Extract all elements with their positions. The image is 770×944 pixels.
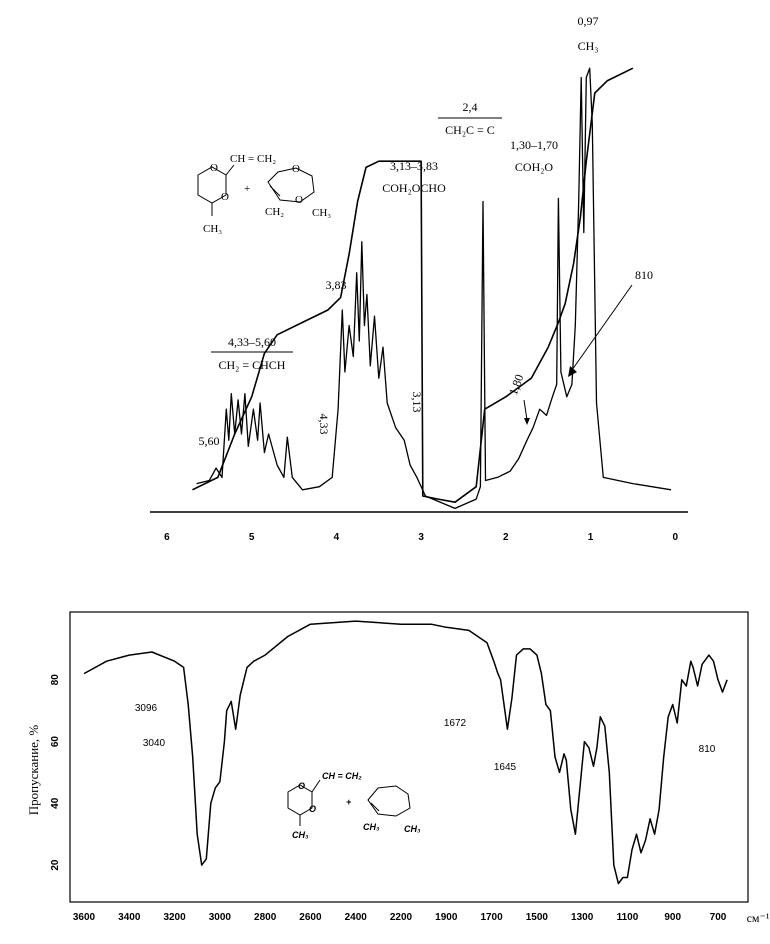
ir-structure-vinyl: CH = CH₂: [322, 771, 362, 781]
nmr-label-180-arrow: [523, 399, 528, 421]
nmr-label-180-arrowhead: [524, 418, 530, 425]
nmr-tick-labels: 6 5 4 3 2 1 0: [164, 532, 678, 543]
ir-curves: [83, 620, 728, 885]
nmr-x-tick-label: 5: [249, 532, 255, 543]
ir-x-tick-label: 1900: [435, 912, 458, 923]
nmr-x-tick-label: 4: [334, 532, 340, 543]
ring-oxygen-bottom: O: [221, 191, 229, 203]
ir-x-unit: см⁻¹: [747, 911, 770, 925]
structure-plus: +: [244, 183, 250, 195]
ir-x-tick-label: 2800: [254, 912, 277, 923]
ir-structure-formula: O O CH = CH₂ CH₃ + CH₃ CH₃: [287, 771, 421, 840]
dioxepine-oxygen-top: O: [292, 163, 300, 175]
ir-spectrum-panel: 3600 3400 3200 3000 2800 2600 2400 2200 1900 1700…: [26, 611, 770, 925]
nmr-curves: [192, 67, 672, 510]
ir-x-tick-label: 900: [664, 912, 681, 923]
nmr-x-tick-label: 6: [164, 532, 170, 543]
ir-dioxepine-double-bond: [370, 802, 380, 812]
nmr-label-313-383-group: COH₂OCHO: [382, 181, 446, 195]
nmr-x-tick-label: 3: [418, 532, 424, 543]
nmr-label-313: 3,13: [410, 392, 424, 413]
nmr-x-tick-label: 1: [588, 532, 594, 543]
nmr-label-130-170-group: COH₂O: [515, 160, 554, 174]
structure-right-ch3: CH₃: [312, 207, 331, 219]
structure-ring-methyl: CH₃: [203, 223, 222, 235]
nmr-label-383: 3,83: [326, 278, 347, 292]
ir-x-tick-label: 1300: [571, 912, 594, 923]
nmr-label-130-170: 1,30–1,70: [510, 138, 558, 152]
ir-y-tick-label: 20: [50, 859, 61, 871]
nmr-label-433-560-group: CH₂ = CHCH: [219, 358, 286, 372]
ir-x-tick-label: 2200: [390, 912, 413, 923]
ir-x-tick-label: 1700: [480, 912, 503, 923]
ir-x-tick-label: 2600: [299, 912, 322, 923]
ir-label-1645: 1645: [494, 762, 517, 773]
dioxane-ring: [197, 166, 227, 204]
nmr-label-24-group: CH₂C = C: [445, 123, 495, 137]
nmr-label-180: 1,80: [506, 372, 526, 397]
ir-structure-left-ch3: CH₃: [363, 822, 380, 832]
nmr-label-24: 2,4: [463, 100, 478, 114]
dioxepine-oxygen-bottom: O: [295, 194, 303, 206]
ir-label-1672: 1672: [444, 718, 467, 729]
ir-structure-right-ch3: CH₃: [404, 824, 421, 834]
ir-plot-frame: [69, 611, 749, 903]
ir-ring-oxygen-bottom: O: [309, 804, 316, 814]
dioxepine-double-bond: [269, 185, 281, 197]
structure-left-ch2: CH₂: [265, 206, 284, 218]
structure-vinyl: CH = CH₂: [230, 153, 276, 165]
nmr-x-tick-label: 2: [503, 532, 509, 543]
ir-y-tick-label: 60: [50, 736, 61, 748]
nmr-label-433: 4,33: [317, 414, 331, 435]
ir-x-tick-label: 3600: [73, 912, 96, 923]
nmr-structure-formula: O O CH = CH₂ CH₃ + O O CH₂ CH₃: [197, 153, 331, 235]
ir-x-tick-label: 1500: [526, 912, 549, 923]
ir-y-tick-label: 80: [50, 674, 61, 686]
ir-x-tick-label: 1100: [617, 912, 639, 923]
nmr-label-810-arrowhead: [568, 366, 577, 377]
nmr-label-097-group: CH₃: [578, 39, 599, 53]
ir-structure-plus: +: [346, 797, 352, 807]
ir-ring-oxygen-top: O: [298, 781, 305, 791]
nmr-spectrum-line: [196, 67, 672, 510]
ir-y-tick-labels: 80 60 40 20: [50, 674, 61, 871]
ir-x-tick-label: 2400: [345, 912, 368, 923]
nmr-label-560: 5,60: [199, 434, 220, 448]
ir-dioxane-ring: [287, 784, 313, 816]
dioxepine-ring: [267, 167, 315, 203]
ir-label-810: 810: [699, 744, 716, 755]
ir-y-axis-label: Пропускание, %: [26, 725, 41, 816]
nmr-label-097: 0,97: [578, 14, 599, 28]
ir-label-3040: 3040: [143, 738, 166, 749]
ring-oxygen-top: O: [210, 162, 218, 174]
ir-vinyl-bond: [311, 779, 321, 793]
ir-x-tick-label: 3000: [209, 912, 232, 923]
ir-x-tick-labels: 3600 3400 3200 3000 2800 2600 2400 2200 1900 1700…: [73, 912, 727, 923]
ir-x-tick-label: 3200: [163, 912, 186, 923]
ir-spectrum-line: [83, 620, 728, 885]
ir-structure-ring-methyl: CH₃: [292, 830, 309, 840]
nmr-label-810: 810: [635, 268, 653, 282]
ir-x-tick-label: 3400: [118, 912, 141, 923]
ir-dioxepine-ring: [367, 785, 411, 817]
ir-label-3096: 3096: [135, 703, 158, 714]
nmr-integral-line: [192, 67, 634, 503]
ir-x-tick-label: 700: [710, 912, 727, 923]
nmr-label-313-383: 3,13–3,83: [390, 159, 438, 173]
ir-y-tick-label: 40: [50, 797, 61, 809]
nmr-label-433-560: 4,33–5,60: [228, 335, 276, 349]
vinyl-bond: [225, 164, 235, 176]
nmr-x-tick-label: 0: [673, 532, 679, 543]
nmr-label-810-arrow: [571, 284, 633, 371]
